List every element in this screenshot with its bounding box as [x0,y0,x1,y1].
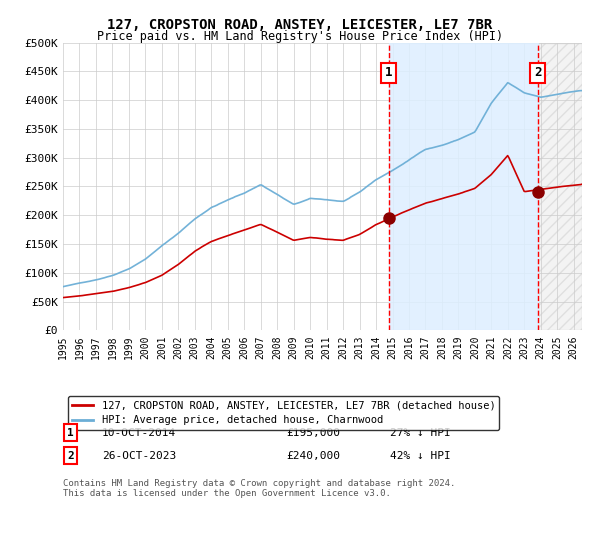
Text: 10-OCT-2014: 10-OCT-2014 [102,428,176,437]
Text: 2: 2 [67,451,74,461]
Text: 127, CROPSTON ROAD, ANSTEY, LEICESTER, LE7 7BR: 127, CROPSTON ROAD, ANSTEY, LEICESTER, L… [107,18,493,32]
Text: Price paid vs. HM Land Registry's House Price Index (HPI): Price paid vs. HM Land Registry's House … [97,30,503,43]
Text: 26-OCT-2023: 26-OCT-2023 [102,451,176,461]
Legend: 127, CROPSTON ROAD, ANSTEY, LEICESTER, LE7 7BR (detached house), HPI: Average pr: 127, CROPSTON ROAD, ANSTEY, LEICESTER, L… [68,396,499,430]
Text: 1: 1 [385,66,392,80]
Text: 42% ↓ HPI: 42% ↓ HPI [390,451,451,461]
Text: £195,000: £195,000 [286,428,340,437]
Bar [538,43,582,330]
Text: 2: 2 [534,66,542,80]
Text: 1: 1 [67,428,74,437]
Text: £240,000: £240,000 [286,451,340,461]
Text: Contains HM Land Registry data © Crown copyright and database right 2024.
This d: Contains HM Land Registry data © Crown c… [63,479,455,498]
Bar [389,43,538,330]
Text: 27% ↓ HPI: 27% ↓ HPI [390,428,451,437]
